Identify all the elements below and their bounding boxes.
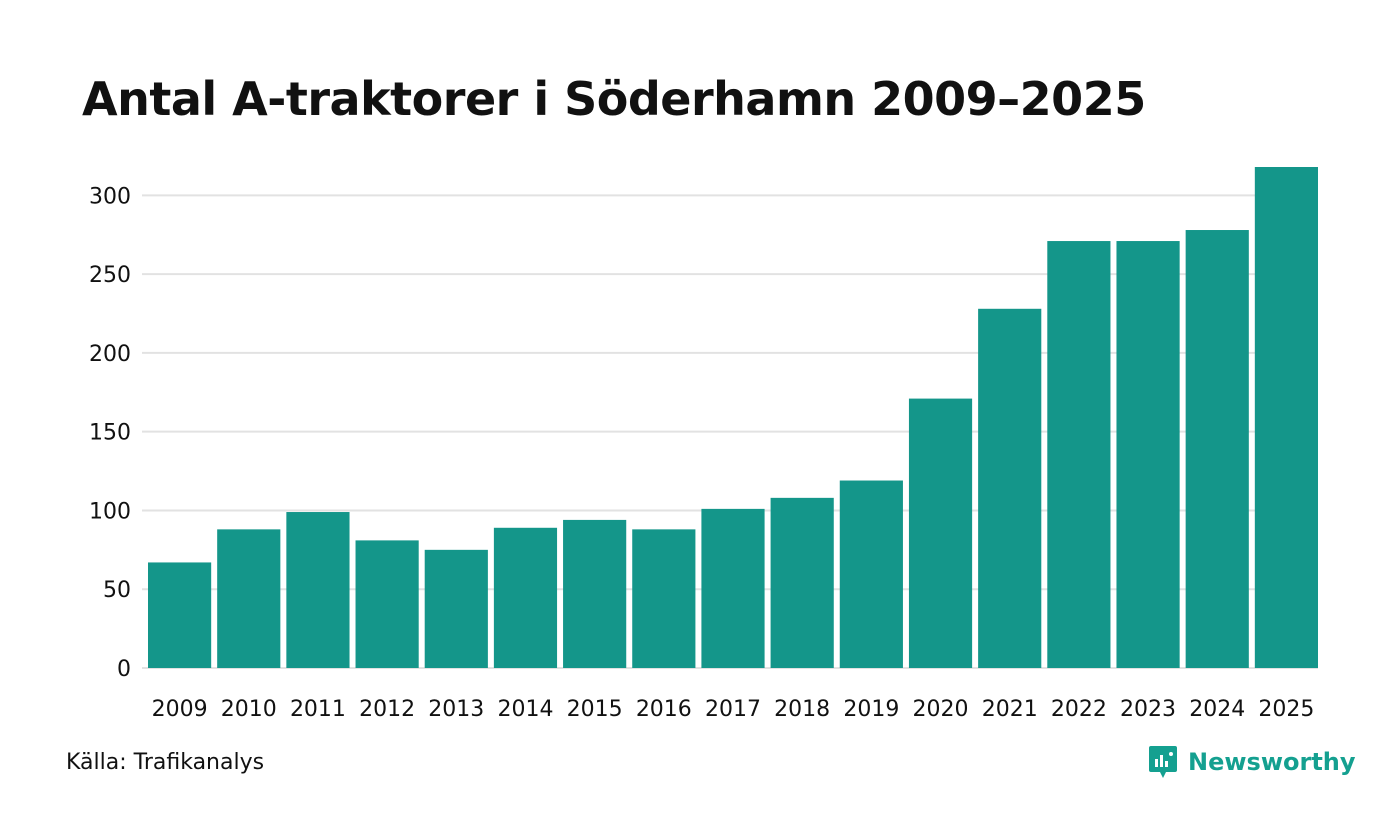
bar-2013 [424, 549, 488, 668]
bar-2014 [493, 527, 558, 668]
x-tick-label: 2018 [774, 697, 830, 722]
x-tick-label: 2024 [1189, 697, 1245, 722]
x-tick-label: 2016 [636, 697, 692, 722]
source-label: Källa: Trafikanalys [66, 750, 265, 775]
x-tick-label: 2023 [1120, 697, 1176, 722]
y-axis-ticks: 0 50 100 150 200 250 300 [89, 184, 131, 682]
bar-2020 [908, 398, 973, 668]
y-tick-label: 50 [103, 578, 131, 603]
x-tick-label: 2019 [843, 697, 899, 722]
bar-2023 [1116, 241, 1180, 668]
newsworthy-logo-icon [1149, 746, 1177, 778]
brand-logo: Newsworthy [1148, 744, 1356, 780]
x-tick-label: 2013 [428, 697, 484, 722]
y-tick-label: 150 [89, 421, 131, 446]
x-axis-ticks: 2009 2010 2011 2012 2013 2014 2015 2016 2017 2018… [152, 697, 1315, 722]
x-tick-label: 2012 [359, 697, 415, 722]
bar-2024 [1185, 230, 1249, 669]
x-tick-label: 2014 [497, 697, 553, 722]
chart-title: Antal A-traktorer i Söderhamn 2009–2025 [82, 72, 1146, 126]
bar-2015 [563, 519, 627, 668]
y-tick-label: 200 [89, 342, 131, 367]
bar-2011 [286, 512, 350, 668]
bar-2021 [978, 308, 1042, 668]
bar-2012 [355, 540, 419, 668]
y-tick-label: 0 [117, 657, 131, 682]
bar-2010 [217, 529, 281, 668]
x-tick-label: 2010 [221, 697, 277, 722]
bar-2022 [1047, 241, 1111, 668]
x-tick-label: 2011 [290, 697, 346, 722]
bar-2018 [770, 497, 834, 668]
x-tick-label: 2021 [982, 697, 1038, 722]
bar-2016 [632, 529, 696, 668]
x-tick-label: 2022 [1051, 697, 1107, 722]
bar-2025 [1254, 167, 1318, 668]
x-tick-label: 2017 [705, 697, 761, 722]
bar-2017 [701, 508, 765, 668]
bar-2009 [148, 562, 212, 668]
bar-2019 [839, 480, 903, 668]
y-tick-label: 250 [89, 263, 131, 288]
y-tick-label: 300 [89, 184, 131, 209]
x-tick-label: 2020 [913, 697, 969, 722]
bars [148, 167, 1318, 669]
y-tick-label: 100 [89, 499, 131, 524]
brand-name: Newsworthy [1188, 748, 1356, 776]
x-tick-label: 2025 [1258, 697, 1314, 722]
x-tick-label: 2009 [152, 697, 208, 722]
x-tick-label: 2015 [567, 697, 623, 722]
